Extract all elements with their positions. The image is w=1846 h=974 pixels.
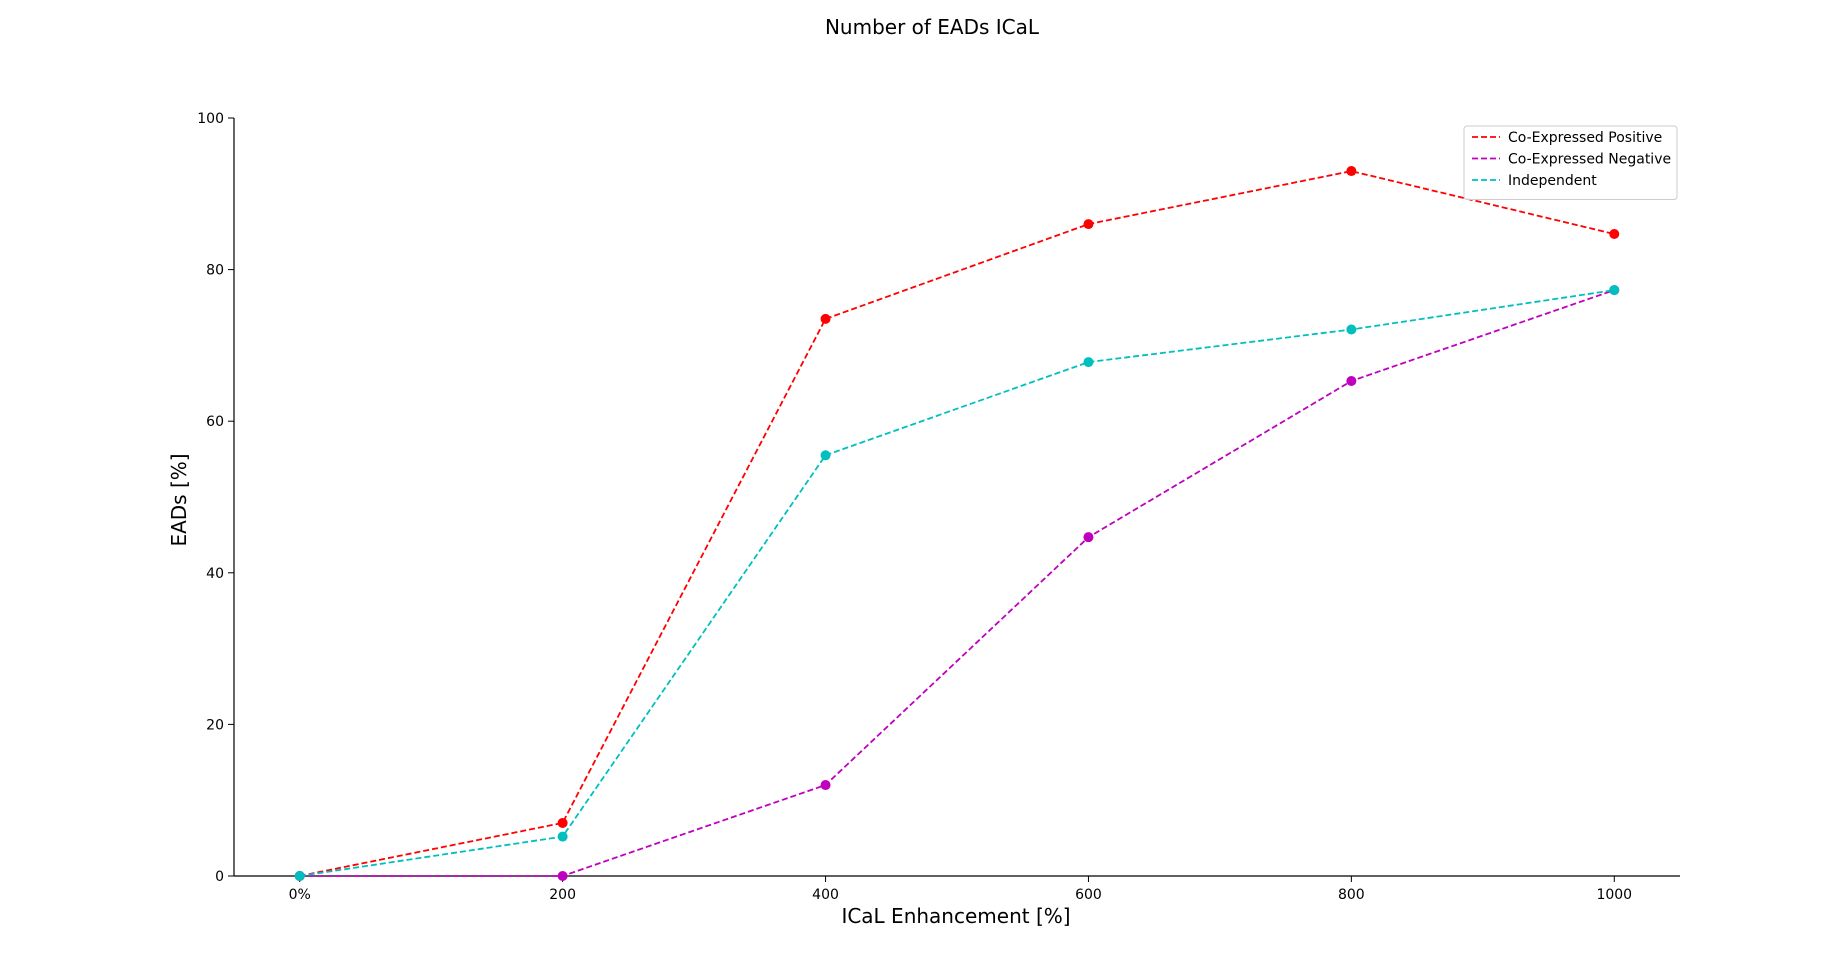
- x-axis-label: ICaL Enhancement [%]: [841, 904, 1070, 928]
- data-point-independent: [1346, 324, 1357, 335]
- y-tick-label: 60: [206, 414, 224, 430]
- series-line-co-expressed-negative: [299, 289, 1615, 877]
- series-layer: [294, 166, 1620, 881]
- legend-entry-label: Co-Expressed Negative: [1508, 152, 1671, 168]
- data-point-co-expressed-negative: [1083, 532, 1094, 543]
- y-tick-label: 40: [206, 566, 224, 582]
- x-tick-label: 800: [1338, 887, 1365, 903]
- data-point-co-expressed-negative: [1346, 376, 1357, 387]
- x-tick-label: 400: [812, 887, 839, 903]
- legend-box: [1463, 125, 1678, 200]
- x-tick-label: 1000: [1596, 887, 1632, 903]
- data-point-independent: [294, 871, 305, 881]
- series-line-co-expressed-positive: [299, 170, 1615, 877]
- x-tick-label: 200: [549, 887, 576, 903]
- y-tick-label: 100: [197, 111, 224, 127]
- data-point-independent: [820, 450, 831, 461]
- series-co-expressed-negative: [294, 285, 1620, 881]
- y-tick-label: 20: [206, 717, 224, 733]
- data-point-independent: [557, 831, 568, 842]
- legend: Co-Expressed Positive Co-Expressed Negati…: [1463, 125, 1678, 200]
- y-tick-label: 0: [215, 869, 224, 885]
- x-tick-label: 0%: [289, 887, 311, 903]
- legend-entry-label: Independent: [1508, 173, 1597, 189]
- data-point-co-expressed-positive: [820, 313, 831, 324]
- data-point-co-expressed-positive: [1609, 228, 1620, 239]
- data-point-co-expressed-positive: [1083, 219, 1094, 230]
- data-point-independent: [1609, 285, 1620, 296]
- series-independent: [294, 285, 1620, 881]
- data-point-co-expressed-negative: [557, 871, 568, 881]
- data-point-independent: [1083, 357, 1094, 368]
- legend-entry-label: Co-Expressed Positive: [1508, 130, 1662, 146]
- chart-title: Number of EADs ICaL: [825, 15, 1040, 39]
- x-tick-label: 600: [1075, 887, 1102, 903]
- data-point-co-expressed-positive: [557, 817, 568, 828]
- axes: 0% 200 400 600 800 1000 0 20 40 60 80 100: [197, 111, 1680, 903]
- series-line-independent: [299, 289, 1615, 877]
- y-axis-label: EADs [%]: [167, 453, 191, 546]
- data-point-co-expressed-negative: [820, 780, 831, 791]
- series-co-expressed-positive: [294, 166, 1620, 881]
- data-point-co-expressed-positive: [1346, 166, 1357, 177]
- y-tick-label: 80: [206, 263, 224, 279]
